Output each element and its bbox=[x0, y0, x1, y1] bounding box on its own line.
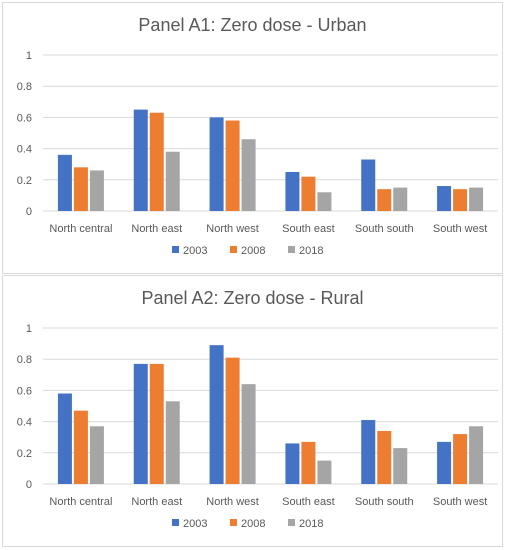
legend-swatch bbox=[172, 519, 179, 526]
y-tick-label: 0 bbox=[26, 206, 32, 218]
bar-2018-south-west bbox=[469, 187, 484, 211]
x-tick-label: South west bbox=[433, 223, 487, 235]
bar-2018-north-west bbox=[241, 139, 256, 211]
x-tick-label: South south bbox=[355, 223, 414, 235]
bar-2008-north-west bbox=[225, 357, 240, 484]
bar-2018-north-central bbox=[89, 170, 104, 211]
x-tick-label: North west bbox=[206, 496, 259, 508]
bar-2003-south-west bbox=[437, 441, 452, 484]
bar-2018-north-east bbox=[165, 401, 180, 484]
bar-2008-south-east bbox=[301, 441, 316, 484]
y-tick-label: 0.6 bbox=[17, 385, 32, 397]
legend-label: 2003 bbox=[183, 518, 207, 530]
bar-2008-north-central bbox=[73, 167, 88, 211]
y-tick-label: 0.2 bbox=[17, 448, 32, 460]
legend-swatch bbox=[172, 246, 179, 253]
bar-2003-north-central bbox=[57, 393, 72, 484]
chart-title: Panel A1: Zero dose - Urban bbox=[138, 15, 367, 35]
bar-2003-north-east bbox=[133, 109, 148, 211]
bar-2018-south-east bbox=[317, 460, 332, 484]
bar-2008-north-central bbox=[73, 410, 88, 484]
y-tick-label: 0.8 bbox=[17, 81, 32, 93]
x-tick-label: North central bbox=[49, 223, 112, 235]
bar-2003-south-east bbox=[285, 443, 300, 484]
bar-2018-south-south bbox=[393, 187, 408, 211]
bar-2018-north-east bbox=[165, 151, 180, 211]
bar-2018-north-central bbox=[89, 426, 104, 484]
bar-2008-north-east bbox=[149, 363, 164, 484]
legend-swatch bbox=[230, 519, 237, 526]
y-tick-label: 0.4 bbox=[17, 144, 32, 156]
y-tick-label: 1 bbox=[26, 50, 32, 62]
chart-panel-a2: Panel A2: Zero dose - Rural 0 0.2 0.4 0.6 0.… bbox=[2, 275, 503, 547]
bar-2003-north-central bbox=[57, 154, 72, 211]
x-tick-label: South west bbox=[433, 496, 487, 508]
legend-swatch bbox=[288, 246, 295, 253]
y-tick-label: 1 bbox=[26, 323, 32, 335]
bar-2018-north-west bbox=[241, 384, 256, 484]
legend-label: 2018 bbox=[299, 245, 323, 257]
legend-swatch bbox=[288, 519, 295, 526]
legend-label: 2008 bbox=[241, 518, 265, 530]
bar-2008-north-east bbox=[149, 112, 164, 211]
bar-2008-south-south bbox=[377, 430, 392, 484]
y-tick-label: 0 bbox=[26, 479, 32, 491]
bar-2003-north-east bbox=[133, 363, 148, 484]
x-tick-label: South east bbox=[282, 223, 335, 235]
bar-2018-south-east bbox=[317, 192, 332, 211]
bar-2003-south-south bbox=[361, 420, 376, 484]
bar-2008-south-west bbox=[453, 434, 468, 484]
legend-label: 2018 bbox=[299, 518, 323, 530]
chart-panel-a1: Panel A1: Zero dose - Urban 0 0.2 0.4 0.6 0.… bbox=[2, 2, 503, 274]
legend-label: 2008 bbox=[241, 245, 265, 257]
bar-2003-south-south bbox=[361, 159, 376, 211]
y-tick-label: 0.4 bbox=[17, 417, 32, 429]
bar-2003-north-west bbox=[209, 117, 224, 211]
bar-2018-south-south bbox=[393, 448, 408, 484]
bar-chart-a1: 0 0.2 0.4 0.6 0.8 1 North central North east Nor… bbox=[17, 50, 498, 257]
bar-2008-north-west bbox=[225, 120, 240, 211]
legend-swatch bbox=[230, 246, 237, 253]
bar-2003-south-east bbox=[285, 172, 300, 211]
bar-2003-north-west bbox=[209, 345, 224, 484]
bar-2008-south-west bbox=[453, 189, 468, 211]
y-tick-label: 0.8 bbox=[17, 354, 32, 366]
x-tick-label: North central bbox=[49, 496, 112, 508]
bar-2003-south-west bbox=[437, 186, 452, 211]
bar-2018-south-west bbox=[469, 426, 484, 484]
bar-chart-a2: 0 0.2 0.4 0.6 0.8 1 North central North east Nor… bbox=[17, 323, 498, 530]
y-tick-label: 0.6 bbox=[17, 112, 32, 124]
legend-label: 2003 bbox=[183, 245, 207, 257]
y-tick-label: 0.2 bbox=[17, 175, 32, 187]
bar-2008-south-south bbox=[377, 189, 392, 211]
chart-title: Panel A2: Zero dose - Rural bbox=[141, 288, 364, 308]
x-tick-label: North east bbox=[131, 496, 182, 508]
x-tick-label: North east bbox=[131, 223, 182, 235]
x-tick-label: South south bbox=[355, 496, 414, 508]
x-tick-label: South east bbox=[282, 496, 335, 508]
bar-2008-south-east bbox=[301, 176, 316, 211]
x-tick-label: North west bbox=[206, 223, 259, 235]
